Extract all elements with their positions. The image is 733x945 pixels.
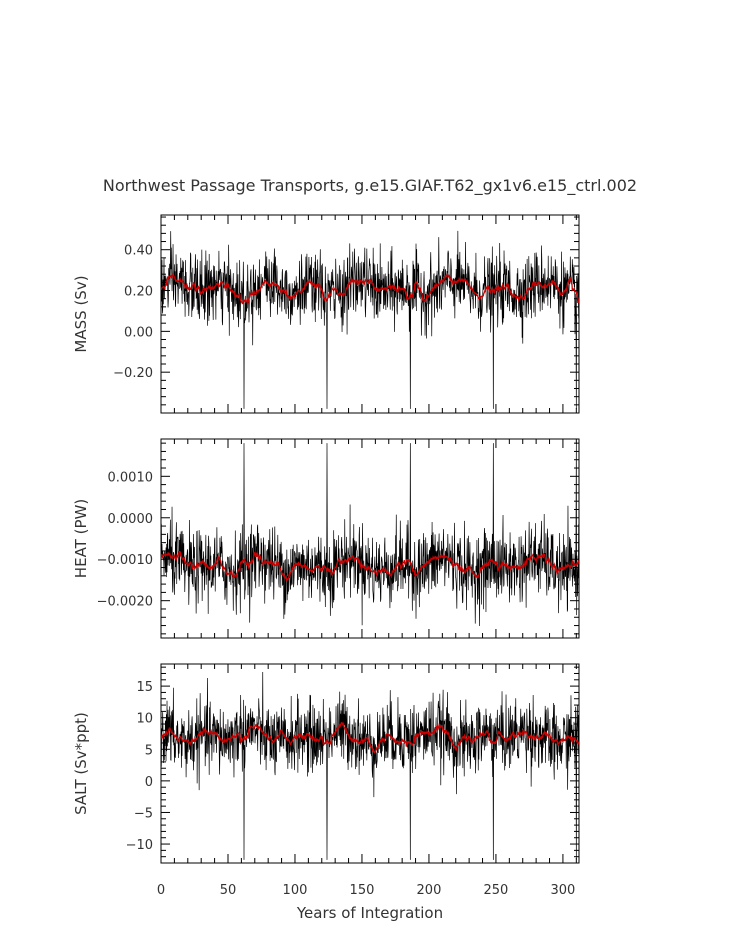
panel-frame <box>160 663 580 864</box>
panel-frame <box>160 438 580 639</box>
x-axis-label: Years of Integration <box>296 904 443 922</box>
panels: −0.20 0.00 0.20 0.40 MASS (Sv) −0.0020 −0.0010… <box>72 214 580 864</box>
y-tick-label: 10 <box>136 712 153 727</box>
y-axis-label: SALT (Sv*ppt) <box>72 712 90 815</box>
series-raw <box>161 443 579 627</box>
y-tick-label: −5 <box>134 806 153 821</box>
series-raw <box>161 672 579 860</box>
x-tick-label: 250 <box>484 883 509 898</box>
y-tick-label: −0.20 <box>113 366 153 381</box>
y-tick-label: 0.20 <box>124 285 153 300</box>
panel-salt: −10 −5 0 5 10 15 SALT (Sv*ppt) <box>72 663 580 864</box>
x-tick-label: 0 <box>157 883 165 898</box>
x-axis: 0 50 100 150 200 250 300 <box>157 883 575 898</box>
y-tick-label: −0.0010 <box>97 553 153 568</box>
panel-mass: −0.20 0.00 0.20 0.40 MASS (Sv) <box>72 214 580 414</box>
series-raw <box>161 230 579 409</box>
x-tick-label: 200 <box>417 883 442 898</box>
x-tick-label: 300 <box>551 883 576 898</box>
y-axis-label: HEAT (PW) <box>72 499 90 578</box>
series-smoothed <box>161 272 579 305</box>
x-tick-label: 100 <box>283 883 308 898</box>
chart-title: Northwest Passage Transports, g.e15.GIAF… <box>103 176 637 196</box>
series-smoothed <box>161 550 579 581</box>
y-tick-label: 5 <box>145 743 153 758</box>
y-tick-label: 0.0010 <box>108 470 154 485</box>
x-tick-label: 50 <box>220 883 237 898</box>
y-tick-label: 0.00 <box>124 325 153 340</box>
y-tick-label: 0.0000 <box>108 512 154 527</box>
y-tick-label: 15 <box>136 680 153 695</box>
panel-heat: −0.0020 −0.0010 0.0000 0.0010 HEAT (PW) <box>72 438 580 639</box>
series-smoothed <box>161 721 579 754</box>
y-tick-label: −10 <box>126 838 153 853</box>
y-tick-label: 0 <box>145 775 153 790</box>
y-axis-label: MASS (Sv) <box>72 275 90 352</box>
y-tick-label: −0.0020 <box>97 595 153 610</box>
y-tick-label: 0.40 <box>124 244 153 259</box>
x-tick-label: 150 <box>350 883 375 898</box>
